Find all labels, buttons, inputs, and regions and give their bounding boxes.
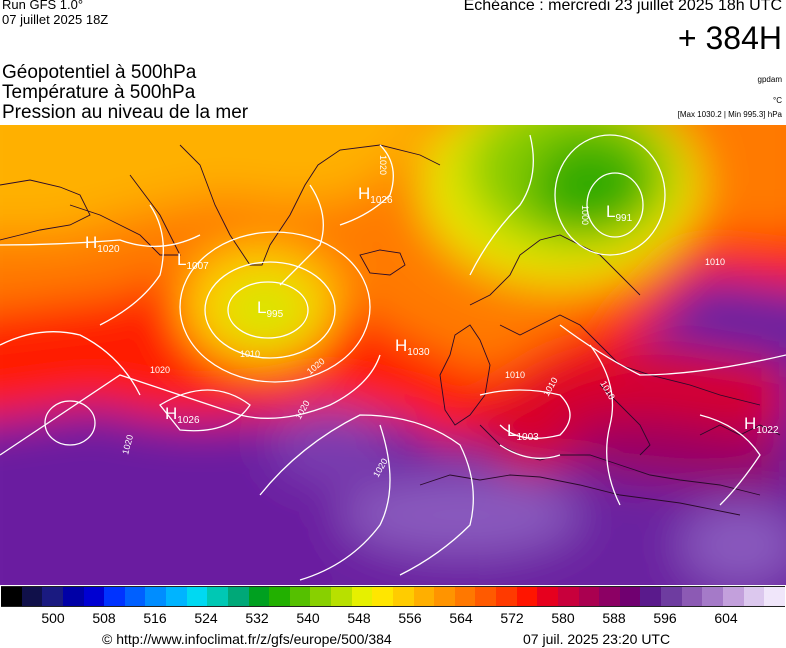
colorbar-swatch <box>186 587 208 606</box>
generated-time: 07 juil. 2025 23:20 UTC <box>523 631 671 647</box>
colorbar-swatch <box>475 587 496 606</box>
colorbar-swatch <box>269 587 290 606</box>
colorbar-swatch <box>619 587 641 606</box>
colorbar-swatch <box>372 587 393 606</box>
isobar-value-label: 1000 <box>580 205 590 225</box>
colorbar-tick-label: 604 <box>714 610 738 626</box>
colorbar-swatch <box>764 587 785 606</box>
pressure-center-label: H1022 <box>744 414 779 436</box>
geopotential-field <box>0 125 786 585</box>
pressure-centers: H1020 L1007 H1026 L995 H1030 H1026 L991 L1003 H1… <box>85 184 779 443</box>
colorbar-swatch <box>145 587 166 606</box>
colorbar-swatch <box>124 587 146 606</box>
colorbar-swatch <box>640 587 661 606</box>
parameter-temperature: Température à 500hPa <box>2 82 196 103</box>
pressure-center-label: L1007 <box>177 250 209 272</box>
colorbar-tick-label: 588 <box>602 610 626 626</box>
colorbar-tick-label: 516 <box>143 610 167 626</box>
pressure-center-label: L1003 <box>507 421 539 443</box>
colorbar-swatch <box>62 587 84 606</box>
colorbar-ticks: 500 508 516 524 532 540 548 556 564 572 580 588 596 6… <box>0 610 786 628</box>
colorbar-tick-label: 596 <box>653 610 677 626</box>
colorbar-swatch <box>454 587 476 606</box>
unit-temperature: °C <box>773 96 782 105</box>
colorbar-swatch <box>413 587 435 606</box>
lead-time: + 384H <box>677 20 782 56</box>
colorbar-swatch <box>310 587 331 606</box>
colorbar-swatch <box>702 587 723 606</box>
colorbar-swatch <box>207 587 228 606</box>
isobar-value-label: 1020 <box>150 365 170 375</box>
isobar-value-label: 1010 <box>705 257 725 267</box>
colorbar-swatch <box>1 587 22 606</box>
colorbar-tick-label: 540 <box>296 610 320 626</box>
colorbar-swatch <box>681 587 703 606</box>
source-credit[interactable]: © http://www.infoclimat.fr/z/gfs/europe/… <box>102 631 392 647</box>
colorbar-swatch <box>83 587 105 606</box>
colorbar-swatch <box>289 587 311 606</box>
parameter-geopotential: Géopotentiel à 500hPa <box>2 62 197 83</box>
colorbar-swatch <box>42 587 63 606</box>
run-date: 07 juillet 2025 18Z <box>2 12 109 27</box>
pressure-center-label: L995 <box>257 298 284 320</box>
unit-geopotential: gpdam <box>757 75 782 84</box>
colorbar-swatch <box>434 587 455 606</box>
colorbar-tick-label: 580 <box>551 610 575 626</box>
isobars <box>0 134 786 581</box>
colorbar-swatch <box>331 587 352 606</box>
pressure-center-label: L991 <box>606 202 633 224</box>
coastlines <box>0 144 781 516</box>
isobar-value-label: 1020 <box>378 155 388 175</box>
colorbar-swatch <box>516 587 538 606</box>
valid-time: Echéance : mercredi 23 juillet 2025 18h … <box>463 0 782 14</box>
colorbar-swatch <box>557 587 579 606</box>
pressure-center-label: H1030 <box>395 336 430 358</box>
isobar-value-label: 1010 <box>505 370 525 380</box>
colorbar-swatch <box>722 587 744 606</box>
weather-map-svg: H1020 L1007 H1026 L995 H1030 H1026 L991 L1003 H1… <box>0 125 786 585</box>
colorbar-swatch <box>248 587 270 606</box>
pressure-center-label: H1020 <box>85 233 120 255</box>
colorbar-swatch <box>537 587 558 606</box>
run-title: Run GFS 1.0° <box>2 0 84 12</box>
pressure-center-label: H1026 <box>358 184 393 206</box>
colorbar-swatch <box>351 587 373 606</box>
colorbar-swatch <box>599 587 620 606</box>
colorbar-swatch <box>21 587 43 606</box>
isobar-value-label: 1010 <box>240 349 260 359</box>
colorbar-swatch <box>578 587 600 606</box>
colorbar-tick-label: 532 <box>245 610 269 626</box>
colorbar-swatch <box>496 587 517 606</box>
colorbar-swatch <box>166 587 187 606</box>
colorbar-tick-label: 548 <box>347 610 371 626</box>
colorbar-tick-label: 564 <box>449 610 473 626</box>
weather-map[interactable]: H1020 L1007 H1026 L995 H1030 H1026 L991 L1003 H1… <box>0 125 786 585</box>
colorbar-swatch <box>743 587 765 606</box>
colorbar-tick-label: 524 <box>194 610 218 626</box>
pressure-center-label: H1026 <box>165 404 200 426</box>
colorbar-tick-label: 508 <box>92 610 116 626</box>
colorbar-swatch <box>392 587 414 606</box>
colorbar-swatch <box>104 587 125 606</box>
colorbar <box>1 586 785 607</box>
unit-pressure-range: [Max 1030.2 | Min 995.3] hPa <box>677 110 782 119</box>
colorbar-tick-label: 572 <box>500 610 524 626</box>
colorbar-tick-label: 556 <box>398 610 422 626</box>
colorbar-tick-label: 500 <box>41 610 65 626</box>
colorbar-swatch <box>227 587 249 606</box>
parameter-pressure: Pression au niveau de la mer <box>2 102 249 123</box>
colorbar-swatch <box>661 587 682 606</box>
